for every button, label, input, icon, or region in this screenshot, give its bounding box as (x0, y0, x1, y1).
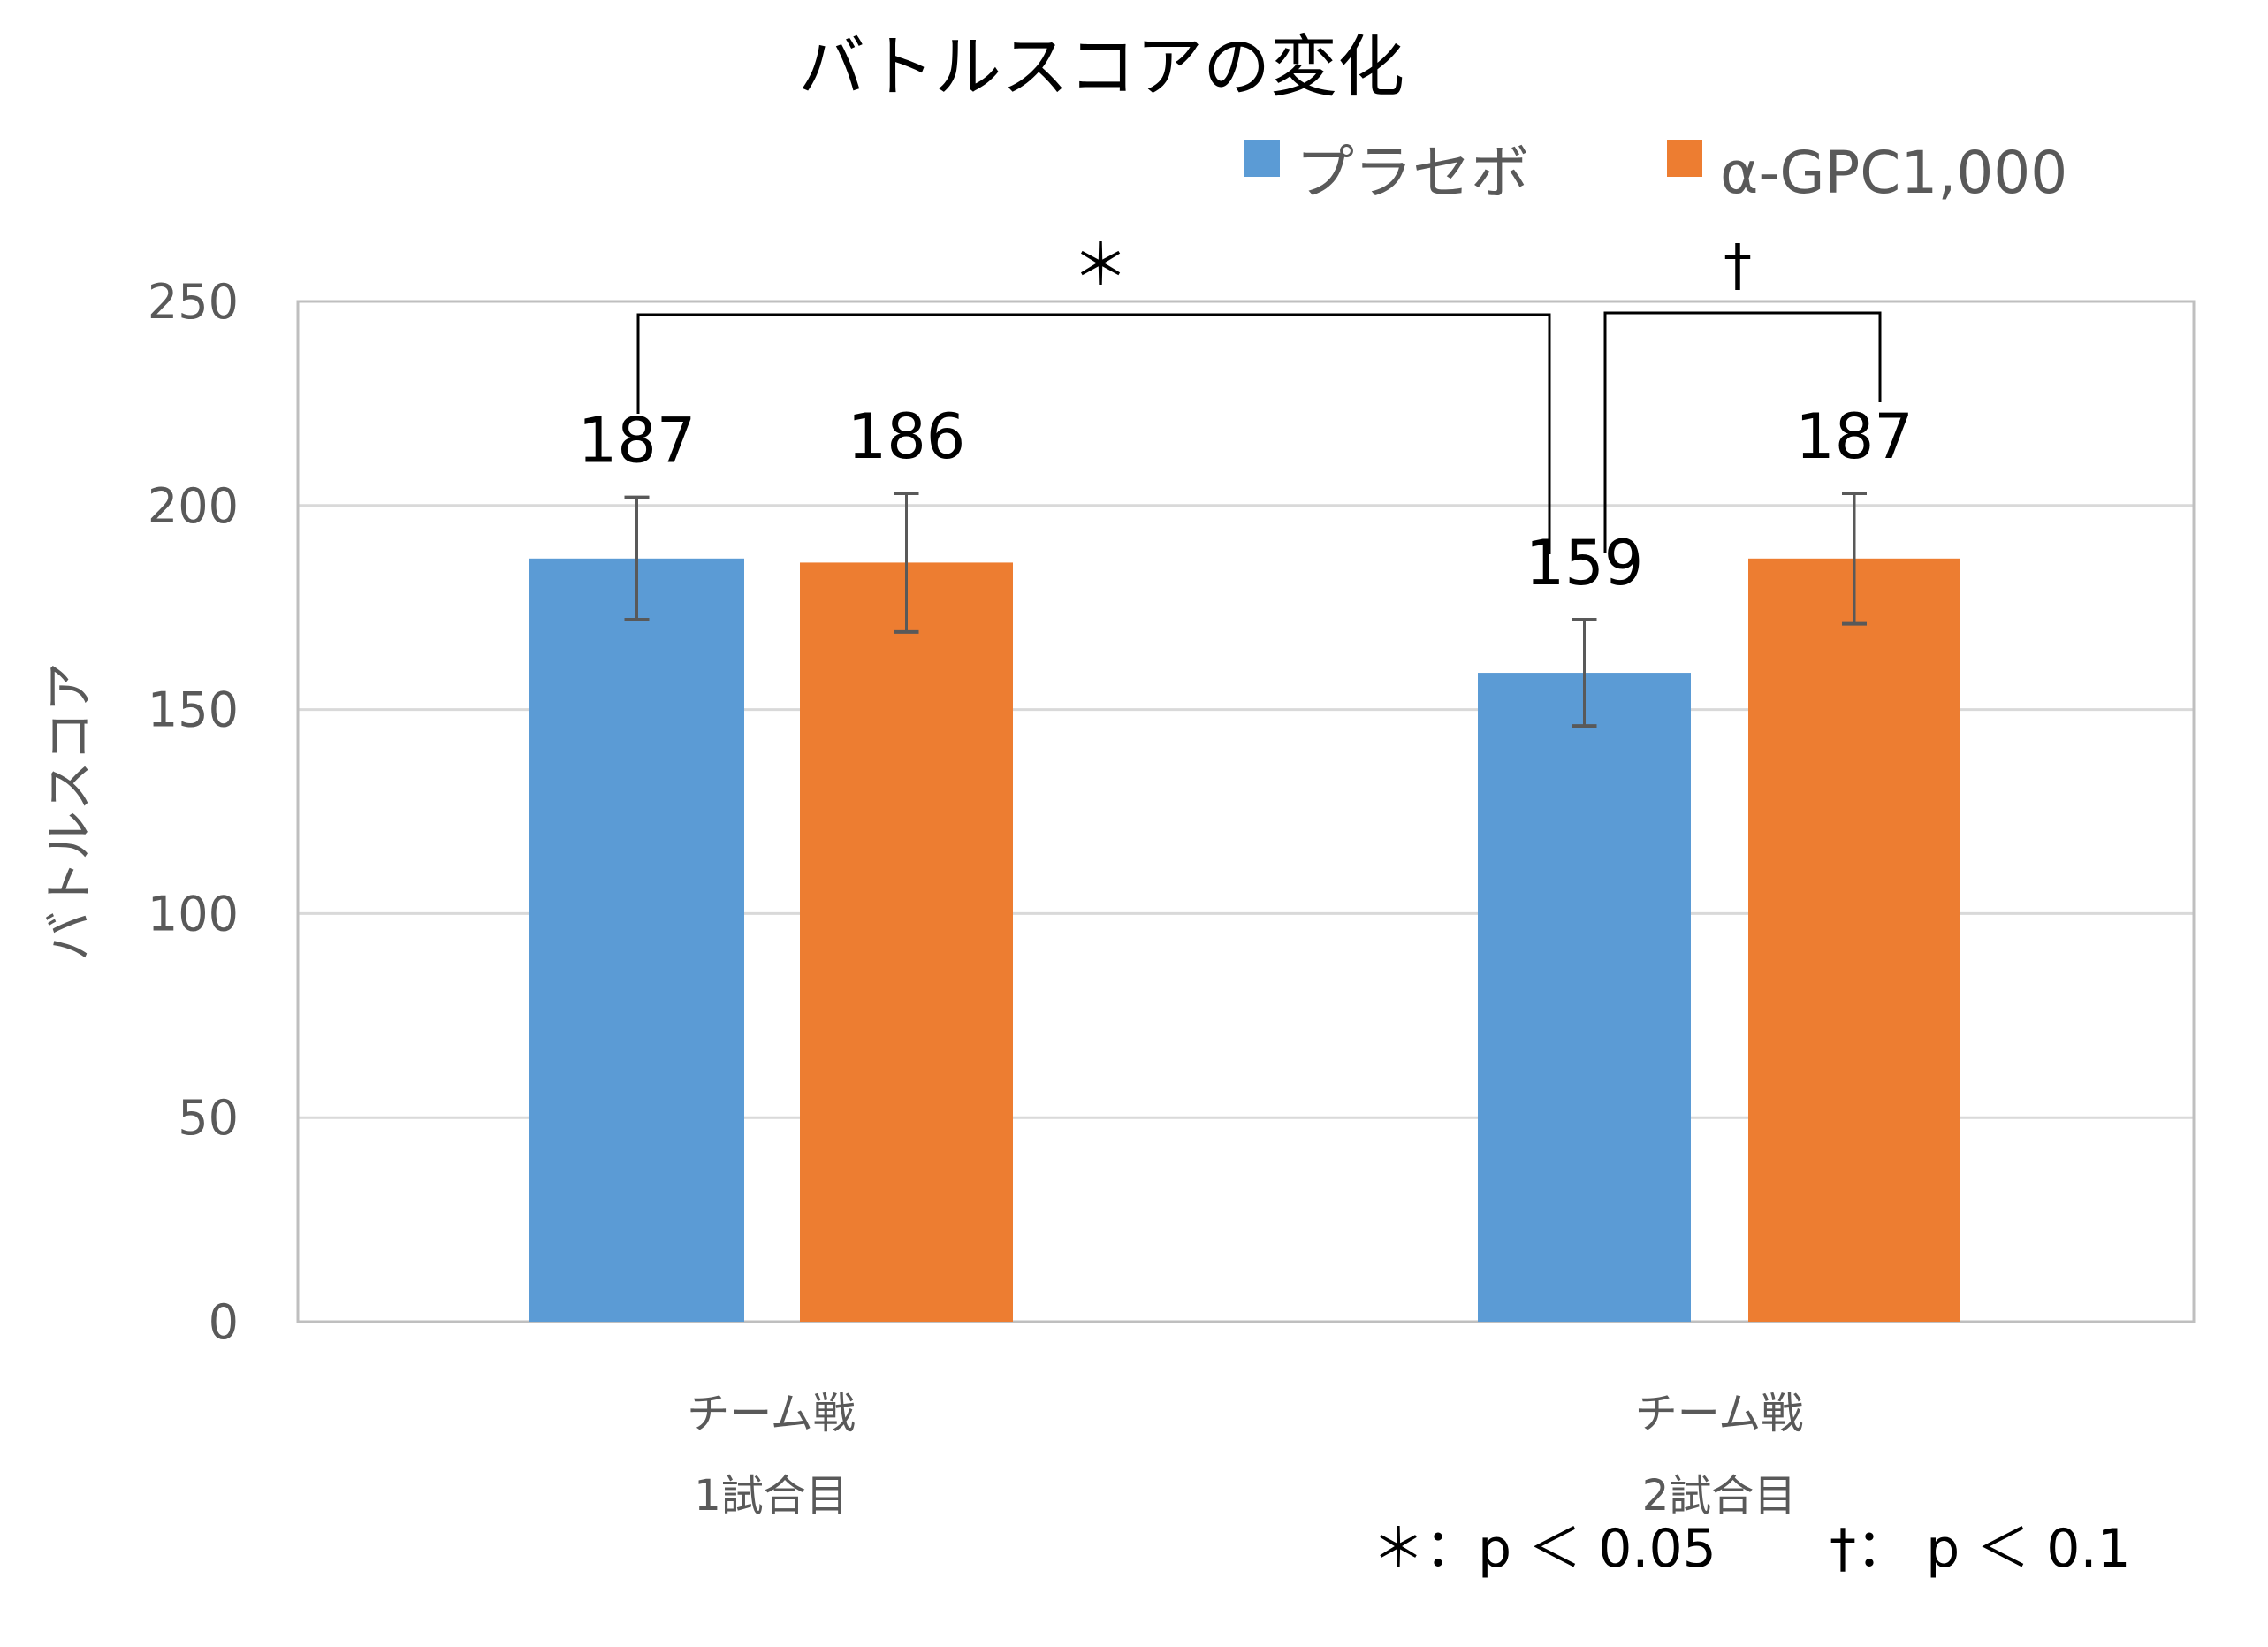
plot-border (296, 300, 2196, 1323)
legend-swatch-placebo (1244, 140, 1280, 177)
bar (1478, 673, 1691, 1322)
data-labels: 187 186 159 187 (578, 400, 1914, 599)
y-tick-label: 200 (148, 478, 239, 534)
significance-marker: † (1724, 233, 1752, 299)
bars (529, 558, 1960, 1322)
legend-label-agpc: α-GPC1,000 (1720, 139, 2067, 207)
data-label: 186 (848, 400, 966, 473)
legend: プラセボ α-GPC1,000 (1244, 139, 2067, 207)
category-label-line2: 1試合目 (694, 1471, 849, 1521)
bar (529, 558, 744, 1322)
error-bars (624, 491, 1867, 728)
y-tick-label: 0 (209, 1294, 239, 1350)
legend-label-placebo: プラセボ (1296, 139, 1529, 207)
significance-bracket (1603, 311, 1882, 553)
data-label: 187 (1795, 400, 1914, 473)
y-tick-label: 50 (178, 1090, 239, 1146)
significance-marker: ＊ (1072, 233, 1129, 299)
bar (1748, 558, 1960, 1322)
data-label: 159 (1526, 527, 1644, 599)
chart-title: バトルスコアの変化 (798, 27, 1404, 106)
data-label: 187 (578, 405, 696, 477)
x-axis-categories: チーム戦 1試合目 チーム戦 2試合目 (687, 1389, 1803, 1521)
y-tick-label: 250 (148, 274, 239, 330)
y-axis-label: バトルスコア (42, 662, 99, 961)
footnote-p01: †： p ＜ 0.1 (1830, 1518, 2131, 1580)
category-label-line1: チーム戦 (1635, 1389, 1804, 1438)
significance-bracket (636, 313, 1551, 554)
y-axis-ticks: 0 50 100 150 200 250 (148, 274, 239, 1350)
bar (800, 562, 1013, 1322)
y-tick-label: 100 (148, 886, 239, 942)
category-label-line2: 2試合目 (1642, 1471, 1797, 1521)
significance-brackets: ＊ † (636, 233, 1882, 554)
footnote-p005: ＊：p ＜ 0.05 (1372, 1518, 1716, 1580)
legend-swatch-agpc (1667, 140, 1702, 177)
y-tick-label: 150 (148, 682, 239, 738)
category-label-line1: チーム戦 (687, 1389, 856, 1438)
